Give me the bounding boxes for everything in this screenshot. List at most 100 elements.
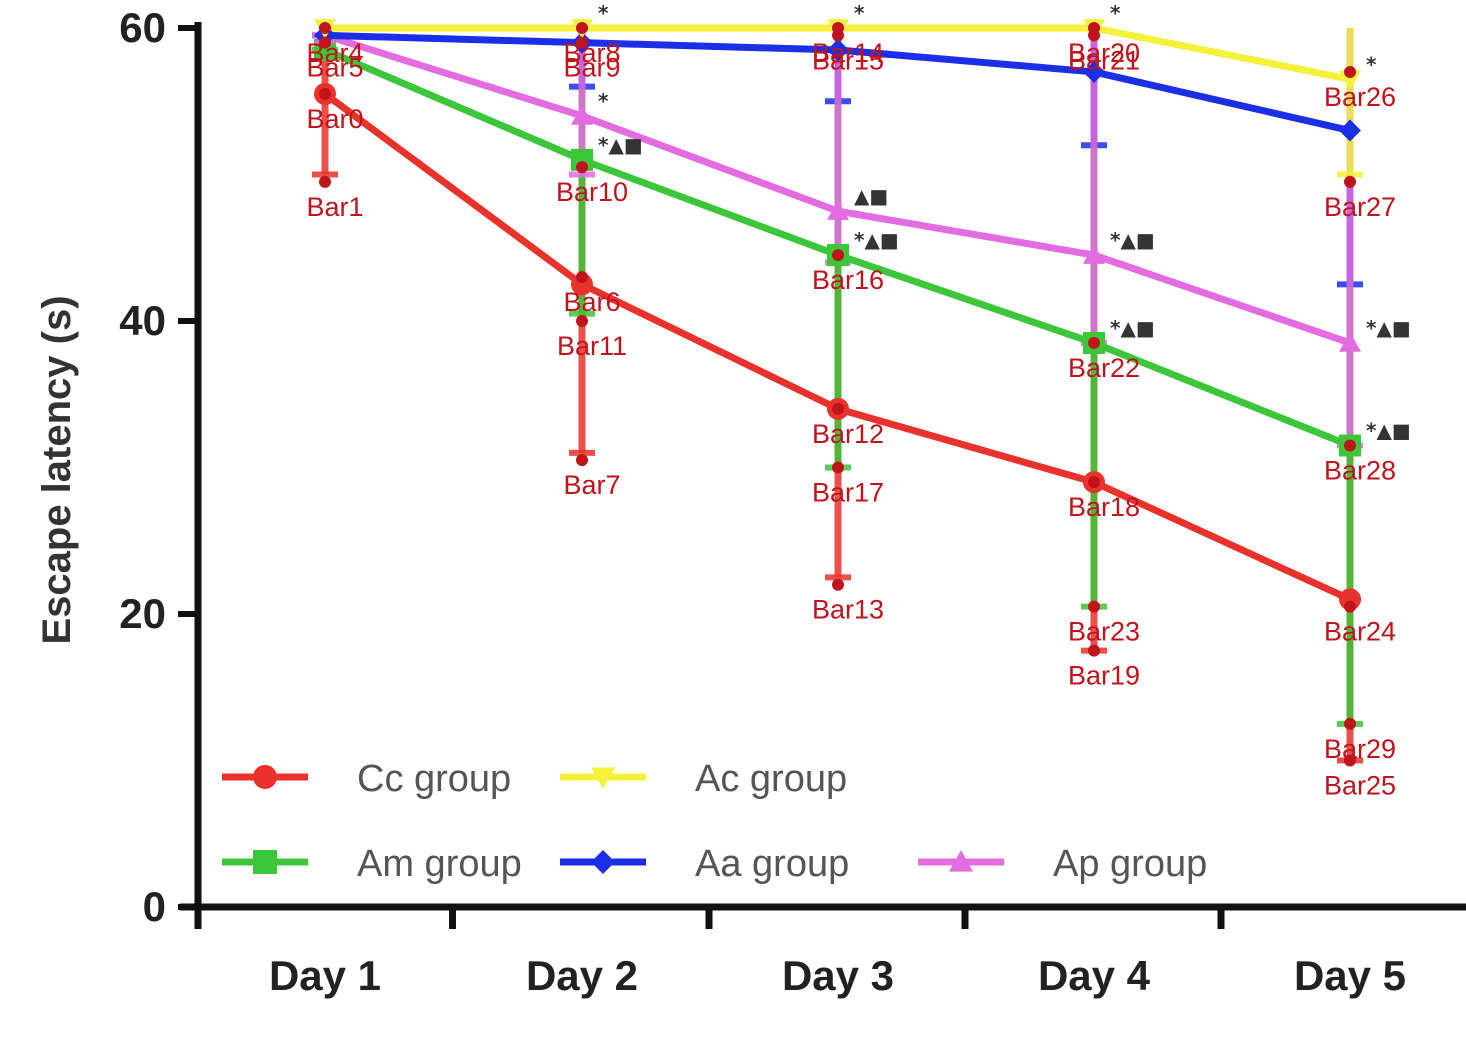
annotation-label: Bar28 [1324, 456, 1396, 486]
annotation-label: Bar21 [1068, 45, 1140, 75]
significance-mark: *▲■ [598, 133, 643, 157]
error-bars [312, 28, 1363, 764]
annotation-dot [832, 402, 844, 415]
aa-group-point [1083, 60, 1105, 83]
ap-group-point [571, 104, 593, 125]
significance-mark: *▲■ [1366, 316, 1411, 340]
legend-label: Cc group [357, 758, 511, 800]
significance-mark: * [1366, 52, 1377, 76]
ap-group-point [1339, 331, 1361, 352]
annotation-label: Bar22 [1068, 353, 1140, 383]
legend-swatch-marker [253, 765, 277, 789]
annotation-dot [576, 161, 588, 174]
annotation-dot [832, 29, 844, 42]
annotation-dot [319, 36, 331, 49]
annotation-label: Bar18 [1068, 492, 1140, 522]
annotation-dot [1344, 717, 1356, 730]
aa-group-point [1339, 119, 1361, 142]
significance-mark: *▲■ [854, 228, 899, 252]
annotation-dot [1088, 476, 1100, 489]
ap-group-point [1083, 244, 1105, 264]
aa-group-point [827, 38, 849, 61]
am-group-legend-item: Am group [222, 843, 522, 885]
aa-group-legend-item: Aa group [560, 843, 849, 885]
annotation-label: Bar23 [1068, 617, 1140, 647]
annotation-dot [576, 22, 588, 34]
legend-label: Ap group [1053, 843, 1207, 885]
annotation-dot [576, 271, 588, 284]
annotation-dot [1344, 754, 1356, 767]
annotation-dot [1088, 336, 1100, 349]
significance-marks: * * ***▲■*▲■*▲■*▲■*▲■*▲■*▲■ [598, 1, 1411, 443]
x-tick-label: Day 3 [782, 952, 894, 999]
annotation-label: Bar11 [557, 331, 627, 361]
legend-swatch-marker [253, 850, 277, 874]
annotation-label: Bar4 [306, 38, 363, 68]
y-tick-label: 20 [119, 590, 166, 637]
y-tick-label: 0 [143, 883, 166, 930]
annotation-dot [576, 454, 588, 467]
annotation-label: Bar15 [812, 45, 884, 75]
annotation-label: Bar9 [563, 53, 620, 83]
annotation-dot [1344, 65, 1356, 78]
annotation-dot [319, 87, 331, 100]
annotation-dot [319, 175, 331, 188]
legend-swatch-marker [591, 767, 615, 789]
significance-mark: *▲■ [1366, 419, 1411, 443]
annotation-label: Bar10 [556, 177, 628, 207]
legend-label: Aa group [695, 843, 849, 885]
ac-group-legend-item: Ac group [560, 758, 847, 800]
legend-label: Ac group [695, 758, 847, 800]
x-tick-label: Day 2 [526, 952, 638, 999]
annotation-dot [1088, 29, 1100, 42]
significance-mark: * [854, 1, 865, 25]
significance-mark: *▲■ [1110, 228, 1155, 252]
significance-mark: *▲■ [1110, 316, 1155, 340]
annotation-dot [1344, 600, 1356, 613]
annotation-dot [1344, 175, 1356, 188]
legend: Cc group Ac group Am group Aa group Ap group [222, 758, 1207, 885]
y-tick-label: 40 [119, 297, 166, 344]
ac-group-point [1339, 70, 1361, 91]
annotation-label: Bar5 [306, 53, 363, 83]
x-tick-label: Day 5 [1294, 952, 1406, 999]
annotation-dot [1088, 600, 1100, 613]
annotation-label: Bar1 [306, 192, 363, 222]
annotation-dot [832, 249, 844, 262]
y-tick-label: 60 [119, 4, 166, 51]
significance-mark: * [598, 89, 609, 113]
annotation-label: Bar13 [812, 595, 884, 625]
annotation-label: Bar16 [812, 265, 884, 295]
y-axis-title: Escape latency (s) [35, 295, 79, 644]
annotation-dot [832, 461, 844, 474]
annotation-dot [1344, 439, 1356, 452]
annotation-label: Bar26 [1324, 82, 1396, 112]
annotation-dot [319, 22, 331, 34]
x-tick-label: Day 1 [269, 952, 381, 999]
annotation-label: Bar19 [1068, 661, 1140, 691]
annotation-dot [832, 578, 844, 591]
annotation-label: Bar24 [1324, 617, 1396, 647]
cc-group-legend-item: Cc group [222, 758, 511, 800]
ap-group-point [827, 200, 849, 220]
ap-group-legend-item: Ap group [918, 843, 1207, 885]
annotation-label: Bar29 [1324, 734, 1396, 764]
legend-swatch-marker [949, 850, 973, 872]
annotation-label: Bar7 [563, 470, 620, 500]
annotation-label: Bar25 [1324, 771, 1396, 801]
annotation-label: Bar8 [563, 38, 620, 68]
significance-mark: ▲■ [854, 184, 888, 208]
legend-label: Am group [357, 843, 522, 885]
x-tick-label: Day 4 [1038, 952, 1151, 999]
annotation-label: Bar20 [1068, 38, 1140, 68]
axes: 0 20 40 60 Day 1 Day 2 Day 3 Day 4 Day 5 [119, 4, 1466, 999]
annotation-label: Bar12 [812, 419, 884, 449]
annotation-dot [576, 36, 588, 49]
significance-mark: * [598, 1, 609, 25]
annotation-dot [1088, 644, 1100, 657]
annotation-label: Bar14 [812, 38, 884, 68]
annotation-label: Bar0 [306, 104, 363, 134]
significance-mark: * [1110, 1, 1121, 25]
